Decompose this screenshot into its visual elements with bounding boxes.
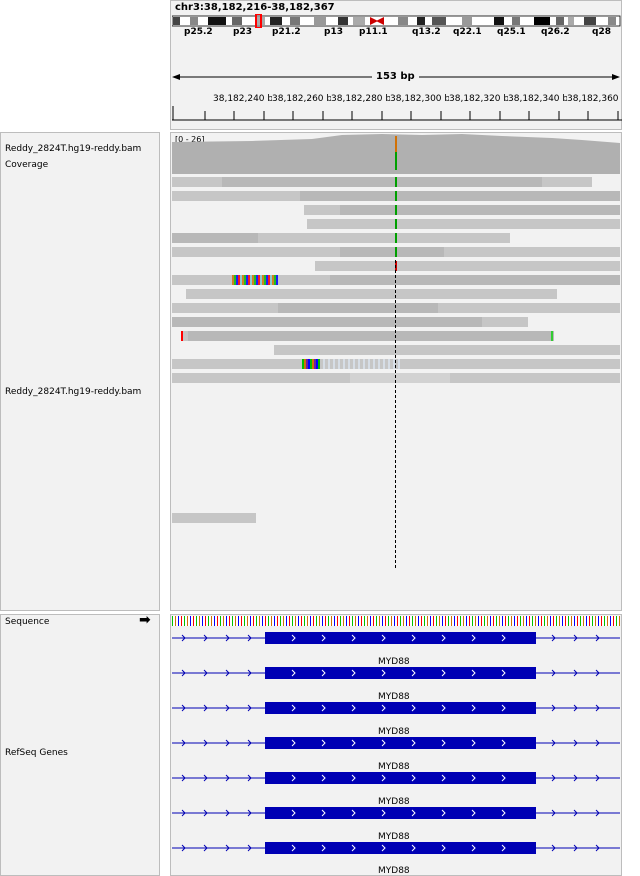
softclip-bases[interactable] [232,275,278,285]
read-alignment[interactable] [172,513,256,523]
ruler-ticks [172,106,622,121]
mismatch-base[interactable] [395,233,397,243]
softclip-bases[interactable] [320,359,400,369]
read-alignment[interactable] [172,233,510,243]
locus-label: chr3:38,182,216-38,182,367 [175,2,335,13]
cytoband-label: q13.2 [412,27,441,37]
mismatch-base[interactable] [395,247,397,257]
read-alignment[interactable] [307,219,620,229]
read-mate-segment[interactable] [340,205,620,215]
gene-label: MYD88 [378,762,410,772]
cytoband-label: p13 [324,27,343,37]
mismatch-base[interactable] [395,191,397,201]
alignment-name-panel [0,132,160,611]
cytoband-label: q26.2 [541,27,570,37]
cytoband-label: p23 [233,27,252,37]
softclip-bases[interactable] [302,359,320,369]
gene-label: MYD88 [378,727,410,737]
refseq-track-name[interactable]: RefSeq Genes [5,748,68,758]
read-mate-segment[interactable] [188,331,554,341]
read-mate-segment[interactable] [300,191,620,201]
mismatch-base[interactable] [181,331,183,341]
read-mate-segment[interactable] [340,247,444,257]
chromosome-ideogram[interactable] [172,14,622,28]
strand-arrow-icon[interactable]: ➡ [139,612,151,628]
cytoband-label: p11.1 [359,27,388,37]
read-alignment[interactable] [315,261,620,271]
read-alignment[interactable] [274,345,620,355]
ruler-tick-label: 38,182,260 bp [272,94,338,104]
mismatch-base[interactable] [551,331,553,341]
sequence-track-name[interactable]: Sequence [5,617,50,627]
mismatch-base[interactable] [395,261,397,271]
ruler-tick-label: 38,182,340 bp [508,94,574,104]
gene-label: MYD88 [378,797,410,807]
cytoband-label: q25.1 [497,27,526,37]
mismatch-base[interactable] [395,219,397,229]
span-label: 153 bp [372,71,419,82]
mismatch-base[interactable] [395,177,397,187]
read-mate-segment[interactable] [172,233,258,243]
coverage-range: [0 - 26] [175,135,205,144]
ruler-tick-label: 38,182,280 bp [331,94,397,104]
cytoband-label: q28 [592,27,611,37]
bam-track-name[interactable]: Reddy_2824T.hg19-reddy.bam [5,387,142,397]
header-name-panel [0,0,160,130]
ruler-tick-label: 38,182,300 bp [390,94,456,104]
gene-label: MYD88 [378,657,410,667]
ruler-tick-label: 38,182,240 bp [213,94,279,104]
coverage-track-name[interactable]: Reddy_2824T.hg19-reddy.bam Coverage [5,144,142,170]
feature-name-panel [0,614,160,876]
cytoband-label: p25.2 [184,27,213,37]
mismatch-base[interactable] [395,205,397,215]
read-mate-segment[interactable] [222,177,542,187]
center-line [395,260,396,568]
gene-label: MYD88 [378,692,410,702]
ruler-tick-label: 38,182,320 bp [449,94,515,104]
ruler-tick-label: 38,182,360 bp [567,94,619,104]
gene-label: MYD88 [378,832,410,842]
read-mate-segment[interactable] [330,275,620,285]
cytoband-label: q22.1 [453,27,482,37]
coverage-histogram[interactable] [172,132,620,174]
alignment-data-panel[interactable] [170,132,622,611]
read-mate-segment[interactable] [278,303,438,313]
cytoband-label: p21.2 [272,27,301,37]
gene-label: MYD88 [378,866,410,876]
read-mate-segment[interactable] [172,317,482,327]
read-alignment[interactable] [186,289,557,299]
read-mate-segment[interactable] [350,373,450,383]
sequence-bases[interactable] [172,616,620,626]
